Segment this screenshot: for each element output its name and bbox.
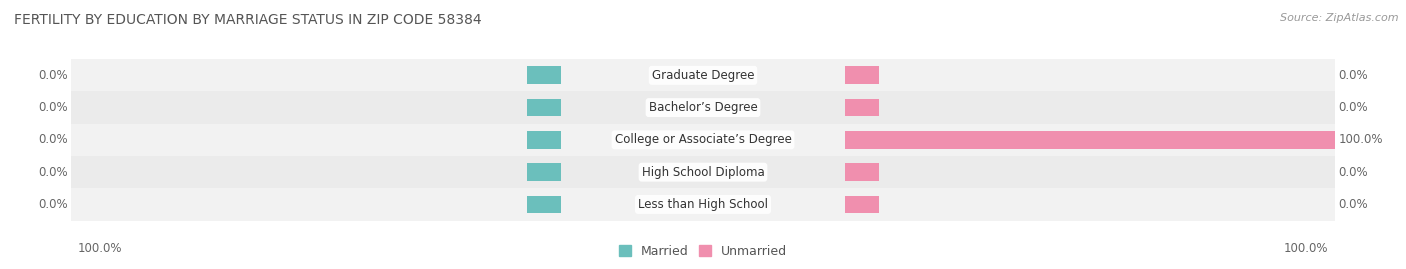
Bar xyxy=(845,66,879,84)
Bar xyxy=(845,163,879,181)
Text: Bachelor’s Degree: Bachelor’s Degree xyxy=(648,101,758,114)
Bar xyxy=(845,59,1336,91)
Bar xyxy=(561,156,845,188)
Text: 0.0%: 0.0% xyxy=(1339,101,1368,114)
Bar xyxy=(70,91,561,124)
Text: High School Diploma: High School Diploma xyxy=(641,166,765,179)
Text: 100.0%: 100.0% xyxy=(77,242,122,255)
Text: 100.0%: 100.0% xyxy=(1284,242,1329,255)
Bar xyxy=(561,188,845,221)
Text: 0.0%: 0.0% xyxy=(38,69,67,82)
Bar xyxy=(527,131,561,149)
Text: 0.0%: 0.0% xyxy=(38,133,67,146)
Bar xyxy=(845,188,1336,221)
Bar xyxy=(527,196,561,213)
Text: 0.0%: 0.0% xyxy=(1339,166,1368,179)
Bar xyxy=(70,188,561,221)
Bar xyxy=(845,91,1336,124)
Text: 0.0%: 0.0% xyxy=(1339,69,1368,82)
Text: 0.0%: 0.0% xyxy=(38,166,67,179)
Text: Source: ZipAtlas.com: Source: ZipAtlas.com xyxy=(1281,13,1399,23)
Text: 0.0%: 0.0% xyxy=(1339,198,1368,211)
Text: FERTILITY BY EDUCATION BY MARRIAGE STATUS IN ZIP CODE 58384: FERTILITY BY EDUCATION BY MARRIAGE STATU… xyxy=(14,13,482,27)
Bar xyxy=(70,124,561,156)
Bar xyxy=(527,99,561,116)
Bar xyxy=(561,59,845,91)
Text: 100.0%: 100.0% xyxy=(1339,133,1384,146)
Bar xyxy=(527,66,561,84)
Bar xyxy=(845,99,879,116)
Bar xyxy=(561,91,845,124)
Text: 0.0%: 0.0% xyxy=(38,198,67,211)
Bar xyxy=(845,196,879,213)
Bar xyxy=(845,124,1336,156)
Bar xyxy=(70,59,561,91)
Text: Graduate Degree: Graduate Degree xyxy=(652,69,754,82)
Bar xyxy=(527,163,561,181)
Text: College or Associate’s Degree: College or Associate’s Degree xyxy=(614,133,792,146)
Bar xyxy=(845,131,1336,149)
Bar xyxy=(561,124,845,156)
Text: 0.0%: 0.0% xyxy=(38,101,67,114)
Bar xyxy=(70,156,561,188)
Bar xyxy=(845,156,1336,188)
Text: Less than High School: Less than High School xyxy=(638,198,768,211)
Legend: Married, Unmarried: Married, Unmarried xyxy=(613,240,793,263)
